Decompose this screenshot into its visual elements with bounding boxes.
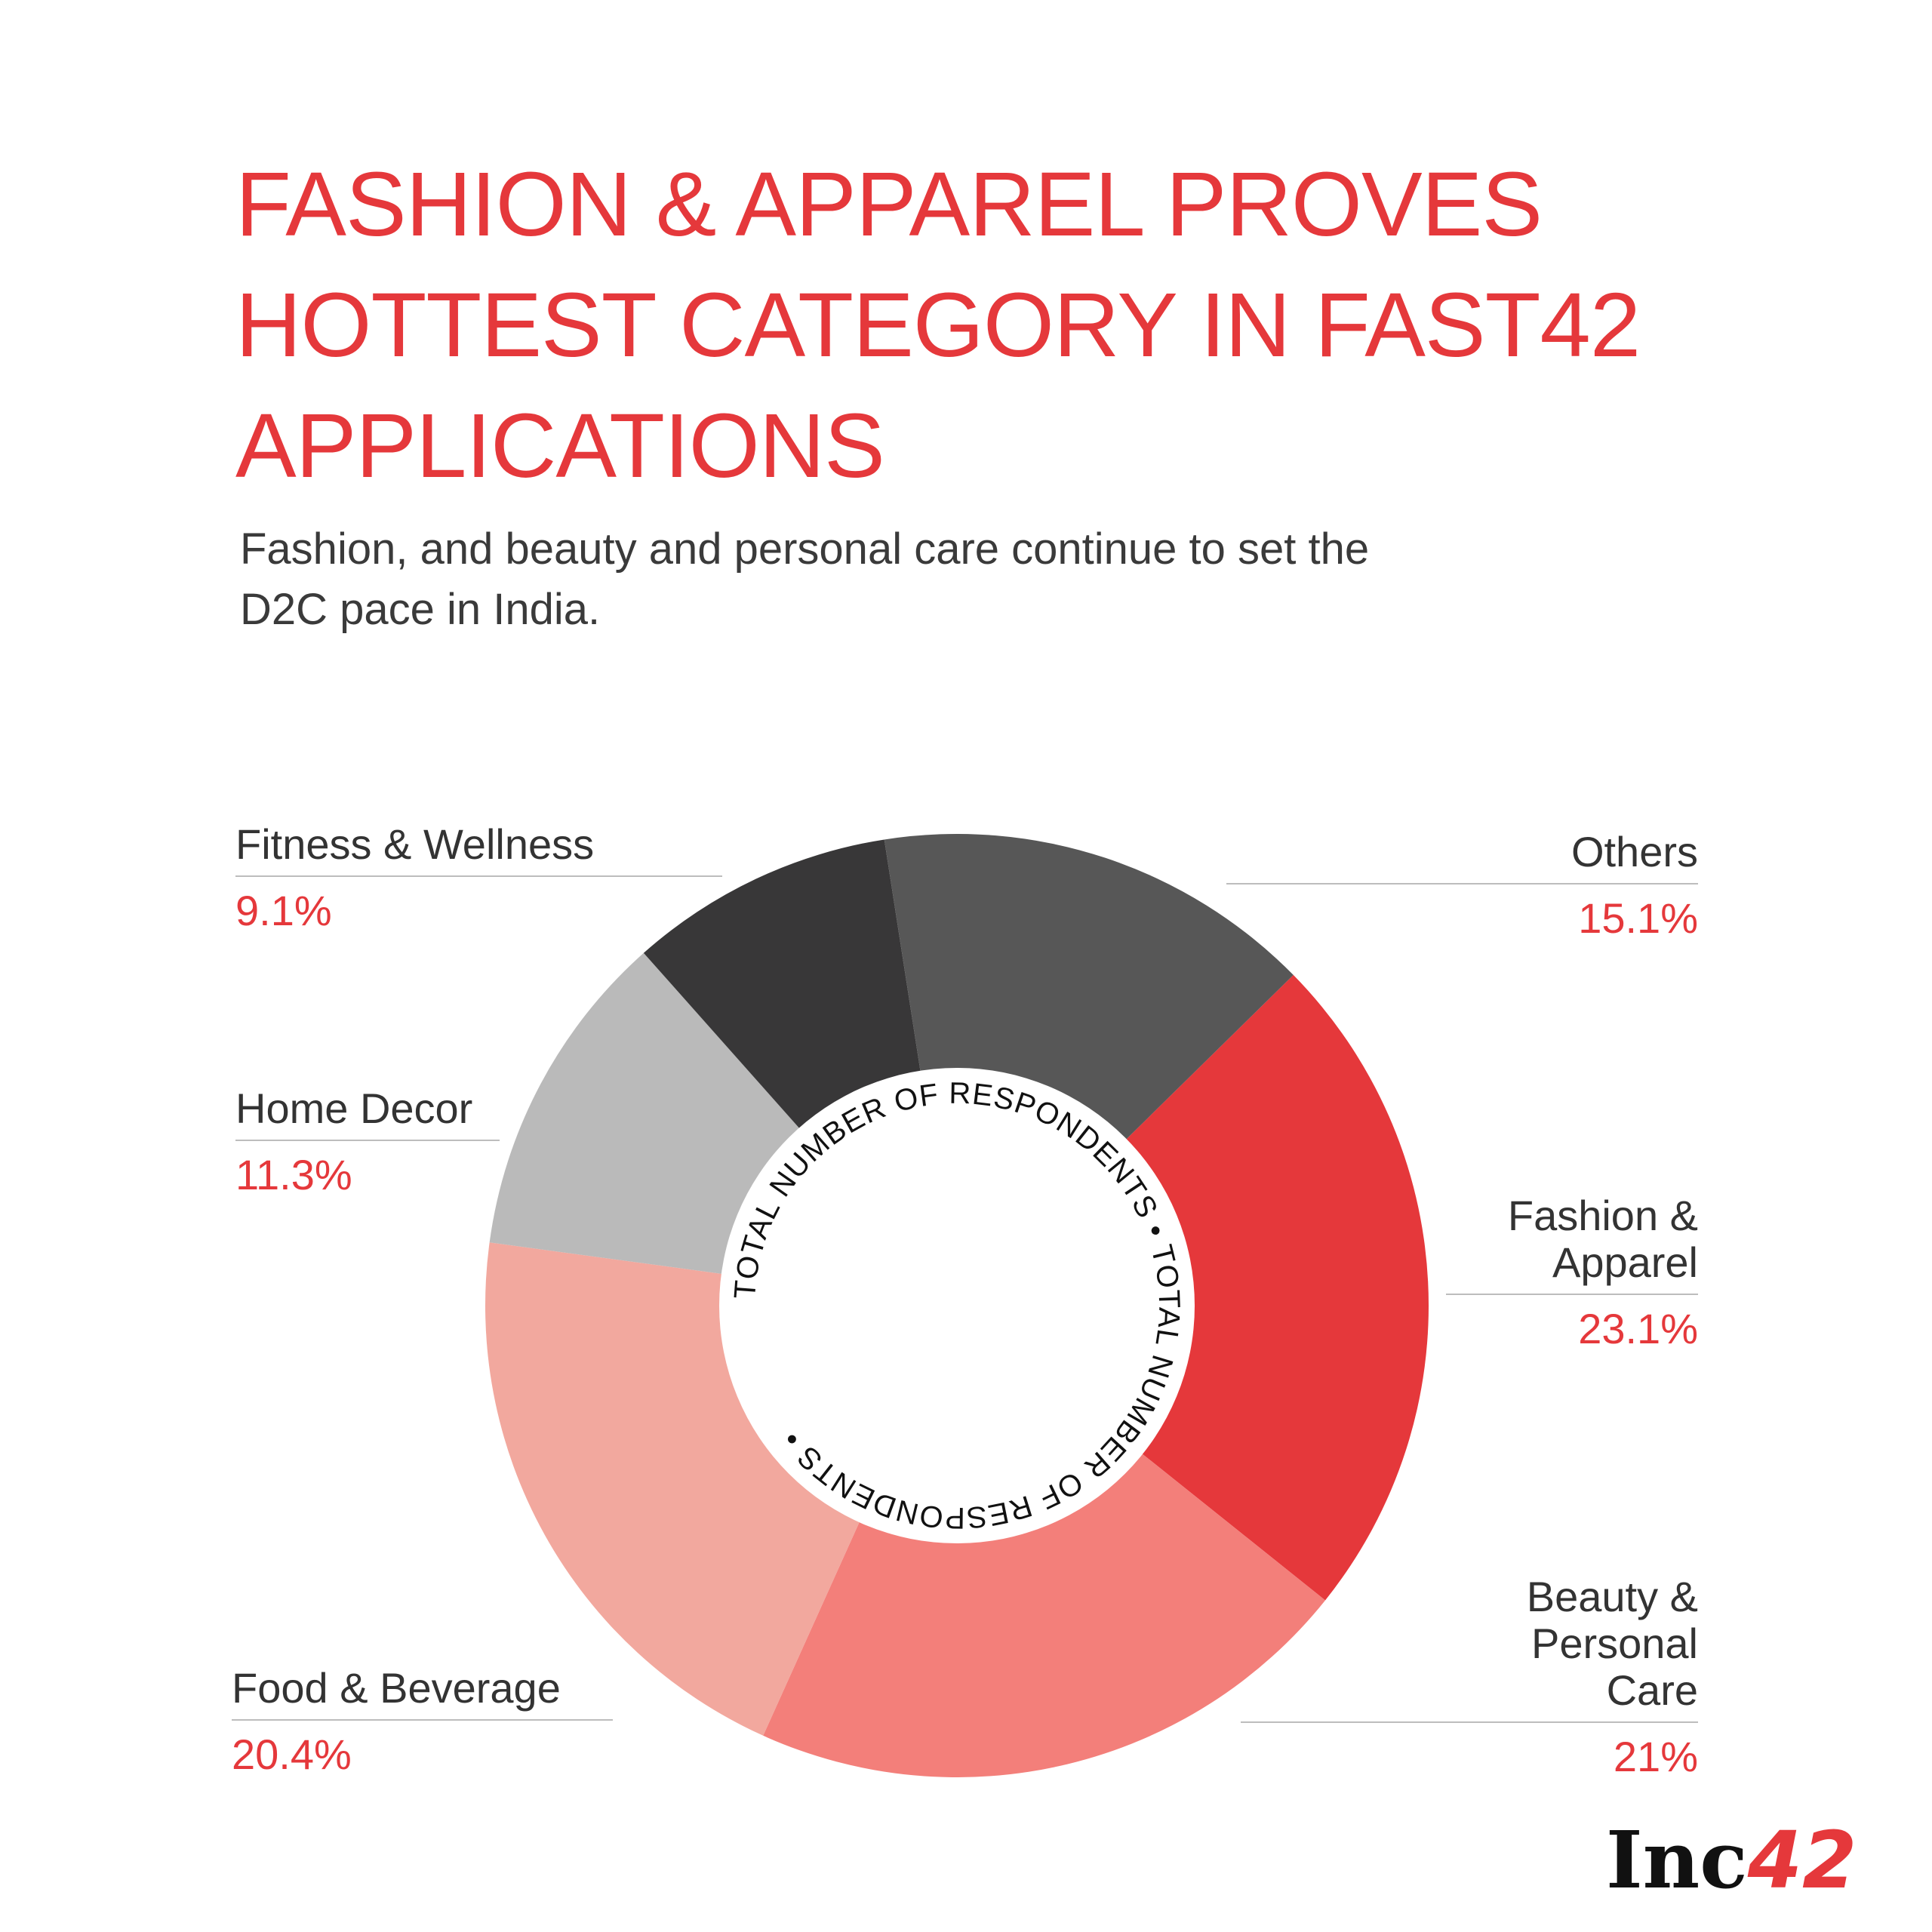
label-beauty-rule: [1241, 1721, 1698, 1723]
label-beauty-personal-care: Beauty & Personal Care 21%: [1241, 1574, 1698, 1780]
label-fashion-apparel-rule: [1446, 1294, 1698, 1295]
logo-text: Inc: [1606, 1814, 1748, 1906]
label-beauty-name-2: Personal: [1531, 1620, 1698, 1667]
title-line-2: HOTTEST CATEGORY IN FAST42: [235, 273, 1641, 376]
logo-number: 42: [1747, 1814, 1857, 1906]
label-beauty-value: 21%: [1613, 1733, 1698, 1780]
label-fashion-apparel-name-2: Apparel: [1552, 1238, 1698, 1286]
label-others-name: Others: [1571, 828, 1698, 875]
label-fitness-wellness: Fitness & Wellness 9.1%: [235, 821, 722, 934]
label-others-value: 15.1%: [1578, 894, 1698, 942]
chart-subtitle: Fashion, and beauty and personal care co…: [240, 519, 1674, 640]
label-home-decor-rule: [235, 1140, 500, 1141]
label-home-decor: Home Decor 11.3%: [235, 1085, 500, 1198]
label-beauty-name-3: Care: [1606, 1666, 1698, 1714]
chart-title: FASHION & APPAREL PROVES HOTTEST CATEGOR…: [235, 143, 1896, 506]
donut-slices: [485, 834, 1429, 1778]
label-food-value: 20.4%: [232, 1730, 352, 1778]
subtitle-line-1: Fashion, and beauty and personal care co…: [240, 525, 1370, 574]
label-beauty-name-1: Beauty &: [1526, 1573, 1698, 1620]
label-fitness-rule: [235, 875, 722, 877]
slice-beauty-personal-care: [763, 1306, 1326, 1778]
donut-hole: [719, 1068, 1195, 1543]
label-others: Others 15.1%: [1226, 829, 1698, 942]
label-fashion-apparel: Fashion & Apparel 23.1%: [1446, 1192, 1698, 1352]
label-fitness-name: Fitness & Wellness: [235, 820, 595, 868]
inc42-logo: Inc42: [1606, 1819, 1857, 1903]
label-food-name: Food & Beverage: [232, 1664, 561, 1712]
label-home-decor-name: Home Decor: [235, 1084, 473, 1132]
label-fashion-apparel-value: 23.1%: [1578, 1305, 1698, 1352]
label-fashion-apparel-name-1: Fashion &: [1507, 1192, 1698, 1239]
label-others-rule: [1226, 883, 1698, 884]
label-food-rule: [232, 1719, 613, 1721]
title-line-1: FASHION & APPAREL PROVES: [235, 152, 1543, 255]
label-food-beverage: Food & Beverage 20.4%: [232, 1665, 613, 1778]
title-line-3: APPLICATIONS: [235, 394, 885, 497]
label-fitness-value: 9.1%: [235, 887, 332, 934]
subtitle-line-2: D2C pace in India.: [240, 585, 601, 634]
label-home-decor-value: 11.3%: [235, 1151, 352, 1198]
